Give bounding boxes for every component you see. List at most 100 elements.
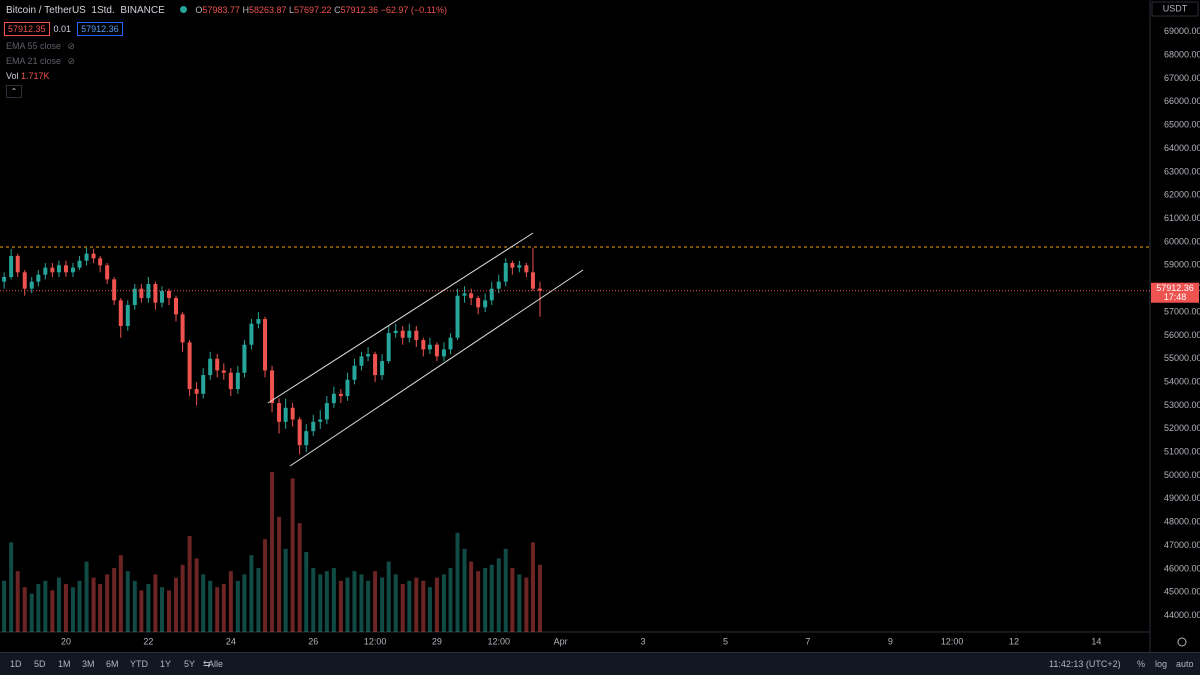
ema21[interactable]: EMA 21 close ⊘ (6, 56, 75, 67)
x-tick-label: 12:00 (941, 636, 964, 646)
volume-bar (530, 542, 535, 632)
candle-body (290, 407, 295, 420)
date-range-icon[interactable]: ⇆ (203, 659, 211, 669)
volume-bar (159, 587, 164, 632)
range-button[interactable]: 1D (10, 659, 22, 669)
hidden-icon[interactable]: ⊘ (67, 56, 76, 66)
volume-bar (132, 580, 137, 632)
y-tick-label: 59000.00 (1164, 260, 1200, 270)
range-button[interactable]: 1M (58, 659, 71, 669)
sell-button[interactable]: 57912.35 (4, 22, 50, 36)
currency[interactable]: USDT (1163, 3, 1188, 13)
range-button[interactable]: 6M (106, 659, 119, 669)
settings-gear[interactable] (1177, 637, 1187, 647)
candle-body (91, 253, 96, 259)
volume-bar (50, 590, 55, 632)
candle-body (242, 344, 247, 373)
candle-body (36, 274, 41, 282)
volume-bar (125, 571, 130, 632)
candle-body (174, 298, 179, 315)
channel-lower[interactable] (289, 269, 584, 467)
volume-bar (400, 584, 405, 632)
auto-toggle[interactable]: auto (1176, 659, 1194, 669)
volume-bar (105, 574, 110, 632)
candle-body (166, 291, 171, 299)
y-tick-label: 44000.00 (1164, 610, 1200, 620)
vol-label: Vol (6, 71, 19, 81)
volume-bar (77, 580, 82, 632)
range-button[interactable]: YTD (130, 659, 148, 669)
candle-body (70, 267, 75, 273)
o-value: 57983.77 (202, 5, 240, 15)
vol-value: 1.717K (21, 71, 50, 81)
volume-bar (153, 574, 158, 632)
range-button[interactable]: 1Y (160, 659, 172, 669)
range-button[interactable]: 3M (82, 659, 95, 669)
l-value: 57697.22 (294, 5, 332, 15)
candle-body (311, 421, 316, 432)
candle-body (331, 393, 336, 404)
volume-bar (263, 539, 268, 632)
log-toggle[interactable]: log (1155, 659, 1168, 669)
volume-bar (366, 580, 371, 632)
candles (2, 247, 542, 455)
o-label: O (195, 5, 203, 15)
candle-body (304, 431, 309, 446)
candle-body (524, 265, 529, 273)
volume-bar (414, 577, 419, 632)
candle-body (43, 267, 48, 275)
buy-button[interactable]: 57912.36 (77, 22, 123, 36)
collapse-button[interactable]: ⌃ (6, 85, 22, 98)
volume-bar (208, 580, 213, 632)
interval[interactable]: 1Std. (91, 5, 115, 16)
volume-pane (2, 472, 542, 632)
candle-body (50, 267, 55, 273)
candle-body (153, 284, 158, 303)
y-tick-label: 47000.00 (1164, 540, 1200, 550)
volume-bar (318, 574, 323, 632)
volume-bar (43, 580, 48, 632)
ema55[interactable]: EMA 55 close ⊘ (6, 41, 75, 52)
volume-bar (215, 587, 220, 632)
candle-body (2, 276, 7, 282)
candle-body (187, 342, 192, 390)
volume-bar (36, 584, 41, 632)
volume-bar (201, 574, 206, 632)
candle-body (9, 255, 14, 277)
hidden-icon[interactable]: ⊘ (67, 41, 76, 51)
candle-body (270, 370, 275, 404)
settings-icon[interactable] (1175, 638, 1189, 650)
range-button[interactable]: 5Y (184, 659, 196, 669)
c-label: C (334, 5, 341, 15)
clock: 11:42:13 (UTC+2) (1049, 659, 1121, 669)
candle-body (448, 337, 453, 350)
volume-bar (290, 478, 295, 632)
range-button[interactable]: Alle (208, 659, 224, 669)
candle-body (256, 319, 261, 324)
volume-bar (235, 580, 240, 632)
candle-body (56, 265, 61, 273)
volume-bar (304, 552, 309, 632)
candle-body (421, 340, 426, 350)
symbol[interactable]: Bitcoin / TetherUS (6, 5, 86, 16)
ema55-label: EMA 55 close (6, 41, 62, 51)
candle-body (469, 293, 474, 299)
x-tick-label: 9 (888, 636, 893, 646)
volume-bar (118, 555, 123, 632)
channel-upper[interactable] (267, 232, 534, 404)
percent-toggle[interactable]: % (1137, 659, 1146, 669)
candle-body (277, 403, 282, 422)
volume-bar (180, 564, 185, 632)
volume-bar (359, 574, 364, 632)
x-tick-label: 14 (1091, 636, 1101, 646)
y-tick-label: 56000.00 (1164, 330, 1200, 340)
currency-box[interactable] (1151, 1, 1199, 17)
volume-bar (386, 561, 391, 632)
y-tick-label: 55000.00 (1164, 353, 1200, 363)
volume-bar (455, 532, 460, 632)
candle-body (407, 330, 412, 338)
y-tick-label: 64000.00 (1164, 143, 1200, 153)
range-button[interactable]: 5D (34, 659, 46, 669)
x-tick-label: 26 (308, 636, 318, 646)
